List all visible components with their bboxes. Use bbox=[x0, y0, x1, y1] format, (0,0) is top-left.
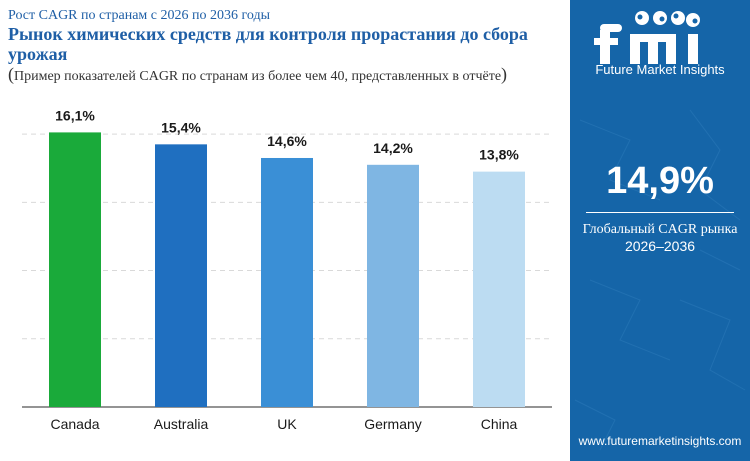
note-text: Пример показателей CAGR по странам из бо… bbox=[14, 69, 502, 84]
bar-uk bbox=[261, 157, 313, 407]
website-link[interactable]: www.futuremarketinsights.com bbox=[578, 434, 742, 448]
logo-m-stem3 bbox=[666, 34, 676, 64]
data-label-china: 13,8% bbox=[479, 147, 519, 163]
background-texture bbox=[574, 109, 746, 451]
chart-title: Рынок химических средств для контроля пр… bbox=[8, 24, 528, 64]
logo-f-stem bbox=[600, 30, 610, 64]
bar-canada bbox=[49, 132, 101, 407]
logo-m-stem2 bbox=[648, 34, 658, 64]
data-label-canada: 16,1% bbox=[55, 107, 95, 123]
global-cagr-label: Глобальный CAGR рынка bbox=[582, 222, 738, 237]
bar-china bbox=[473, 171, 525, 407]
logo-m-stem1 bbox=[630, 34, 640, 64]
x-tick-label-australia: Australia bbox=[154, 416, 209, 432]
chart-note: (Пример показателей CAGR по странам из б… bbox=[8, 65, 563, 86]
data-label-uk: 14,6% bbox=[267, 133, 307, 149]
bar-chart: 16,1% Canada 15,4% Australia 14,6% UK 14,2% Ger… bbox=[22, 107, 552, 432]
bar-australia bbox=[155, 144, 207, 407]
x-tick-label-china: China bbox=[481, 416, 518, 432]
divider bbox=[586, 212, 734, 213]
global-cagr-years: 2026–2036 bbox=[624, 238, 696, 254]
logo-m-top bbox=[630, 34, 676, 42]
note-open-paren: ( bbox=[8, 64, 14, 84]
chart-subtitle: Рост CAGR по странам с 2026 по 2036 годы bbox=[8, 8, 271, 23]
global-cagr-value: 14,9% bbox=[606, 160, 714, 202]
chart-panel: Рост CAGR по странам с 2026 по 2036 годы… bbox=[8, 7, 563, 432]
note-close-paren: ) bbox=[501, 64, 508, 84]
logo-i-stem bbox=[688, 34, 698, 64]
x-tick-label-germany: Germany bbox=[364, 416, 422, 432]
globe-icon-3 bbox=[671, 11, 685, 25]
title-block: Рост CAGR по странам с 2026 по 2036 годы… bbox=[8, 7, 563, 86]
x-tick-label-canada: Canada bbox=[50, 416, 99, 432]
fmi-logo bbox=[594, 11, 700, 64]
summary-sidebar: Future Market Insights 14,9% Глобальный … bbox=[570, 0, 750, 461]
data-label-australia: 15,4% bbox=[161, 119, 201, 135]
data-label-germany: 14,2% bbox=[373, 140, 413, 156]
logo-f-bar bbox=[594, 38, 618, 45]
bar-germany bbox=[367, 164, 419, 407]
logo-f-top bbox=[600, 24, 622, 32]
logo-text: Future Market Insights bbox=[595, 62, 725, 77]
x-tick-label-uk: UK bbox=[277, 416, 297, 432]
